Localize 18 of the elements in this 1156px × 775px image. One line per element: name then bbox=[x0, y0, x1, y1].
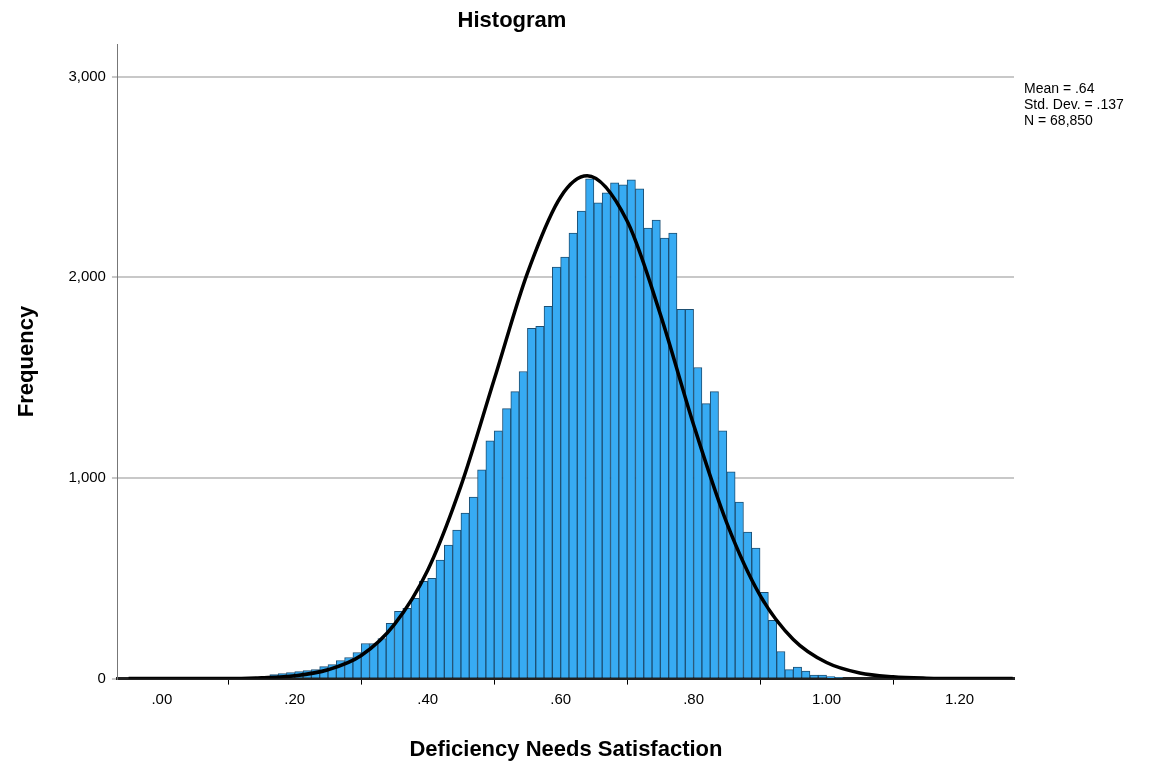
y-tick-label: 0 bbox=[97, 668, 106, 686]
text: Mean = .64 bbox=[1024, 80, 1095, 97]
chart-title: Histogram bbox=[457, 7, 567, 33]
x-tick-label: .80 bbox=[683, 689, 705, 707]
x-tick-label: .20 bbox=[284, 689, 306, 707]
x-tick-label: .60 bbox=[550, 689, 572, 707]
x-tick-label: .40 bbox=[417, 689, 439, 707]
x-tick-label: 1.20 bbox=[944, 689, 975, 707]
y-axis-title: Frequency bbox=[13, 305, 39, 418]
y-tick-label: 1,000 bbox=[68, 468, 106, 486]
line-series bbox=[126, 174, 1014, 679]
x-tick-label: .00 bbox=[151, 689, 173, 707]
text: Std. Dev. = .137 bbox=[1024, 96, 1124, 113]
x-tick-label: 1.00 bbox=[811, 689, 842, 707]
x-axis-title: Deficiency Needs Satisfaction bbox=[409, 735, 723, 761]
y-tick-label: 3,000 bbox=[68, 66, 106, 84]
text: N = 68,850 bbox=[1024, 112, 1094, 129]
y-tick-label: 2,000 bbox=[68, 267, 106, 285]
